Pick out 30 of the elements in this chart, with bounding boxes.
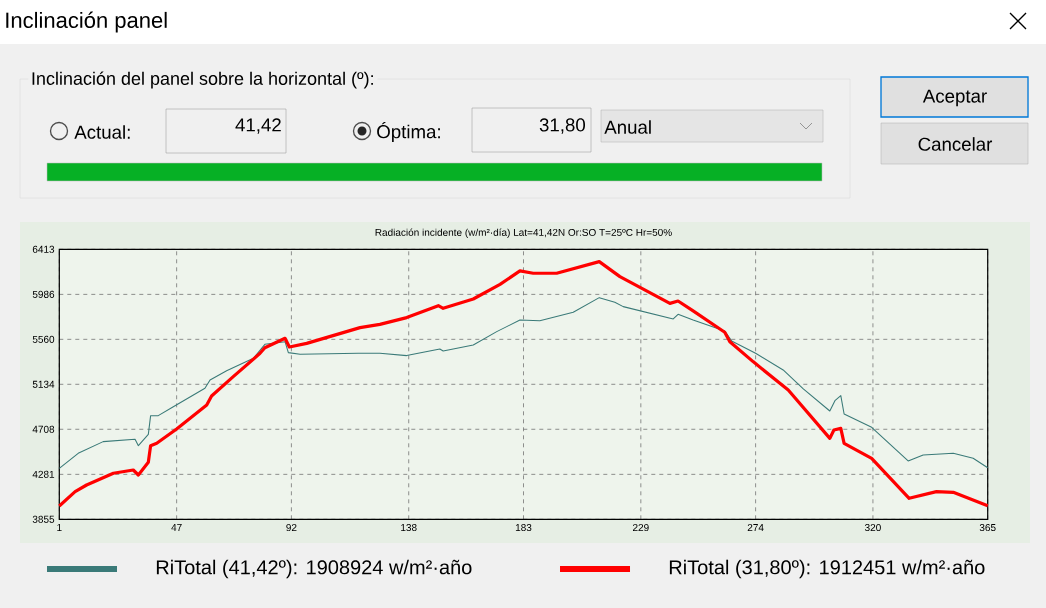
y-tick-label: 6413: [32, 245, 55, 253]
legend-label: RiTotal (41,42º): 1908924 w/m²·año: [156, 559, 472, 579]
x-tick-label: 365: [979, 524, 996, 532]
y-tick-label: 3855: [32, 515, 55, 523]
line-series: [58, 297, 989, 469]
text: Actual:: [74, 125, 130, 139]
text: Óptima:: [377, 121, 440, 143]
text: 41,42: [235, 118, 281, 134]
y-tick-label: 5134: [32, 380, 55, 388]
y-tick-label: 5560: [32, 335, 55, 343]
text: Aceptar: [922, 89, 987, 107]
text: Anual: [604, 120, 651, 134]
text: 31,80: [539, 118, 586, 134]
line-series: [57, 260, 990, 508]
x-tick-label: 47: [171, 524, 182, 531]
x-tick-label: 138: [401, 524, 417, 532]
chart-title: Radiación incidente (w/m²·día) Lat=41,42N Or:SO T=25ºC Hr=50%: [375, 228, 672, 238]
x-tick-label: 229: [632, 524, 649, 532]
y-tick-label: 4281: [32, 470, 55, 478]
x-tick-label: 1: [57, 524, 62, 531]
x-tick-label: 320: [864, 524, 881, 532]
y-tick-label: 4708: [32, 425, 55, 433]
x-tick-label: 274: [747, 524, 764, 531]
x-tick-label: 183: [515, 524, 532, 532]
text: Cancelar: [918, 137, 993, 151]
y-tick-label: 5986: [32, 290, 55, 298]
legend-label: RiTotal (31,80º): 1912451 w/m²·año: [669, 559, 985, 579]
text: Inclinación panel: [6, 11, 167, 33]
x-tick-label: 92: [286, 524, 297, 532]
text: Inclinación del panel sobre la horizontal (º):: [32, 71, 373, 89]
